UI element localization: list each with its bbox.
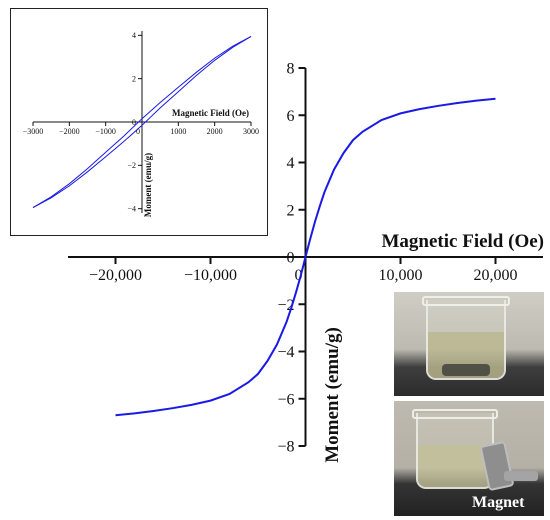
y-axis-title: Moment (emu/g) [322,327,343,463]
x-tick-label: 10,000 [379,267,423,284]
beaker-rim [422,296,510,306]
y-tick-label: −2 [127,161,136,170]
beaker-photo-before [394,292,544,396]
x-tick-label: 0 [136,127,140,136]
x-tick-label: −20,000 [89,267,142,284]
y-tick-label: 2 [287,202,295,219]
y-tick-label: −6 [277,391,294,408]
magnet-label: Magnet [472,494,525,511]
y-tick-label: 8 [287,61,295,78]
clear-liquid [418,445,492,487]
inset-chart-frame: −3000 −2000 −1000 0 1000 2000 3000 −4 −2 0 2 4 Magne… [10,8,268,236]
y-tick-label: 6 [287,108,295,125]
beaker-rim [412,409,498,419]
x-axis-title: Magnetic Field (Oe) [172,108,249,118]
x-tick-label: 3000 [243,127,259,136]
y-tick-label: 0 [132,118,136,127]
beaker [422,296,510,380]
inset-chart: −3000 −2000 −1000 0 1000 2000 3000 −4 −2 0 2 4 Magne… [23,31,259,217]
y-tick-label: −8 [277,439,294,456]
y-tick-label: 4 [132,31,136,40]
y-tick-label: −4 [277,344,294,361]
magnet-handle [504,471,538,481]
suspension-liquid [428,332,504,378]
series-line-0 [32,35,252,209]
x-axis-title: Magnetic Field (Oe) [381,231,544,252]
x-tick-label: −2000 [59,127,80,136]
y-tick-label: 0 [287,250,295,267]
x-tick-label: −10,000 [184,267,237,284]
y-tick-label: 2 [132,74,136,83]
y-tick-label: 4 [287,155,295,172]
x-tick-label: 20,000 [474,267,518,284]
beaker-photo-with-magnet: Magnet [394,401,544,516]
particle-layer [442,364,490,376]
x-tick-label: 2000 [207,127,223,136]
beaker [412,409,498,489]
series-line-0 [115,97,496,417]
x-tick-label: −1000 [95,127,116,136]
x-tick-label: −3000 [23,127,44,136]
x-tick-label: 1000 [170,127,186,136]
y-tick-label: −4 [127,204,136,213]
y-axis-title: Moment (emu/g) [143,153,153,217]
series-line-1 [32,35,252,209]
x-tick-label: 0 [295,267,303,284]
